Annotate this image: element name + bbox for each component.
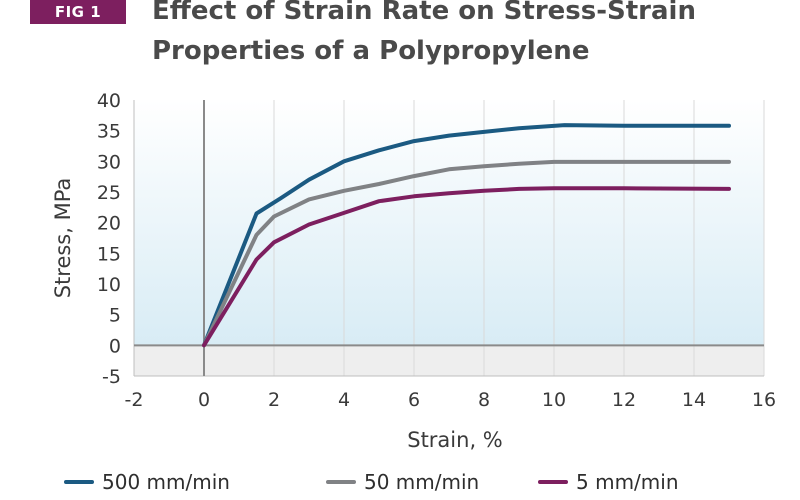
x-axis-title: Strain, %	[407, 428, 503, 452]
legend-label: 500 mm/min	[102, 470, 230, 494]
x-tick-label: 8	[478, 389, 490, 411]
x-tick-label: 16	[752, 389, 776, 411]
x-tick-label: 14	[682, 389, 706, 411]
y-tick-label: 15	[97, 243, 121, 265]
legend-label: 5 mm/min	[576, 470, 679, 494]
chart-title-line-1: Effect of Strain Rate on Stress-Strain	[152, 0, 696, 26]
y-tick-label: 25	[97, 182, 121, 204]
y-tick-label: 5	[109, 305, 121, 327]
y-tick-label: 30	[97, 151, 121, 173]
x-tick-label: -2	[125, 389, 144, 411]
chart-title: Effect of Strain Rate on Stress-Strain P…	[152, 0, 696, 71]
plot-negative-region	[134, 345, 764, 376]
y-tick-label: -5	[102, 366, 121, 388]
x-tick-label: 6	[408, 389, 420, 411]
series-line	[202, 123, 731, 348]
x-tick-label: 10	[542, 389, 566, 411]
x-tick-label: 12	[612, 389, 636, 411]
x-tick-label: 4	[338, 389, 350, 411]
chart-title-line-2: Properties of a Polypropylene	[152, 36, 590, 66]
y-tick-label: 35	[97, 121, 121, 143]
y-tick-label: 10	[97, 274, 121, 296]
y-tick-label: 40	[97, 90, 121, 112]
y-tick-label: 0	[109, 335, 121, 357]
x-tick-label: 0	[198, 389, 210, 411]
series-line	[202, 159, 731, 348]
series-line	[202, 186, 731, 348]
figure-badge: FIG 1	[30, 0, 126, 24]
x-tick-label: 2	[268, 389, 280, 411]
plot-background	[134, 100, 764, 346]
y-axis-title: Stress, MPa	[51, 178, 75, 299]
legend-label: 50 mm/min	[364, 470, 479, 494]
y-tick-label: 20	[97, 213, 121, 235]
